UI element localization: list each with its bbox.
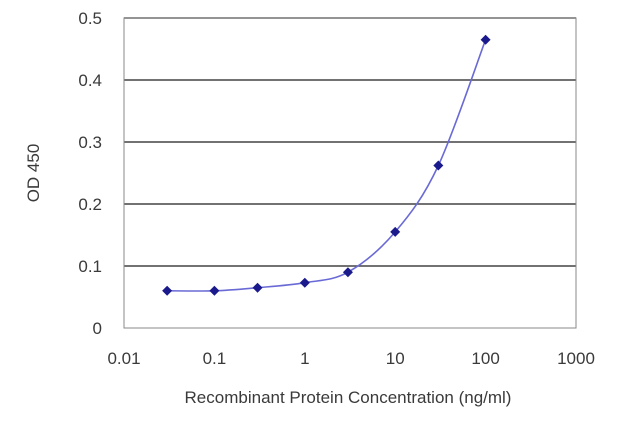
- data-point: [299, 277, 310, 288]
- data-points: [162, 34, 491, 296]
- data-point: [433, 160, 444, 171]
- y-axis-title: OD 450: [24, 144, 43, 203]
- x-tick-label: 1: [300, 349, 309, 368]
- x-tick-label: 1000: [557, 349, 595, 368]
- y-tick-label: 0.2: [78, 195, 102, 214]
- y-tick-label: 0.3: [78, 133, 102, 152]
- data-point: [162, 285, 173, 296]
- data-point: [252, 282, 263, 293]
- y-tick-label: 0: [93, 319, 102, 338]
- grid: [124, 17, 576, 267]
- data-point: [390, 226, 401, 237]
- x-tick-label: 0.1: [203, 349, 227, 368]
- data-point: [480, 34, 491, 45]
- y-tick-label: 0.1: [78, 257, 102, 276]
- y-tick-label: 0.5: [78, 9, 102, 28]
- fit-curve: [167, 39, 487, 292]
- y-tick-label: 0.4: [78, 71, 102, 90]
- x-tick-label: 0.01: [107, 349, 140, 368]
- x-tick-label: 10: [386, 349, 405, 368]
- x-tick-label: 100: [471, 349, 499, 368]
- y-axis: 0 0.1 0.2 0.3 0.4 0.5: [78, 9, 102, 338]
- x-axis: 0.01 0.1 1 10 100 1000: [107, 349, 594, 368]
- x-axis-title: Recombinant Protein Concentration (ng/ml…: [185, 388, 512, 407]
- data-point: [209, 285, 220, 296]
- plot-area: [123, 17, 577, 329]
- data-point: [342, 267, 353, 278]
